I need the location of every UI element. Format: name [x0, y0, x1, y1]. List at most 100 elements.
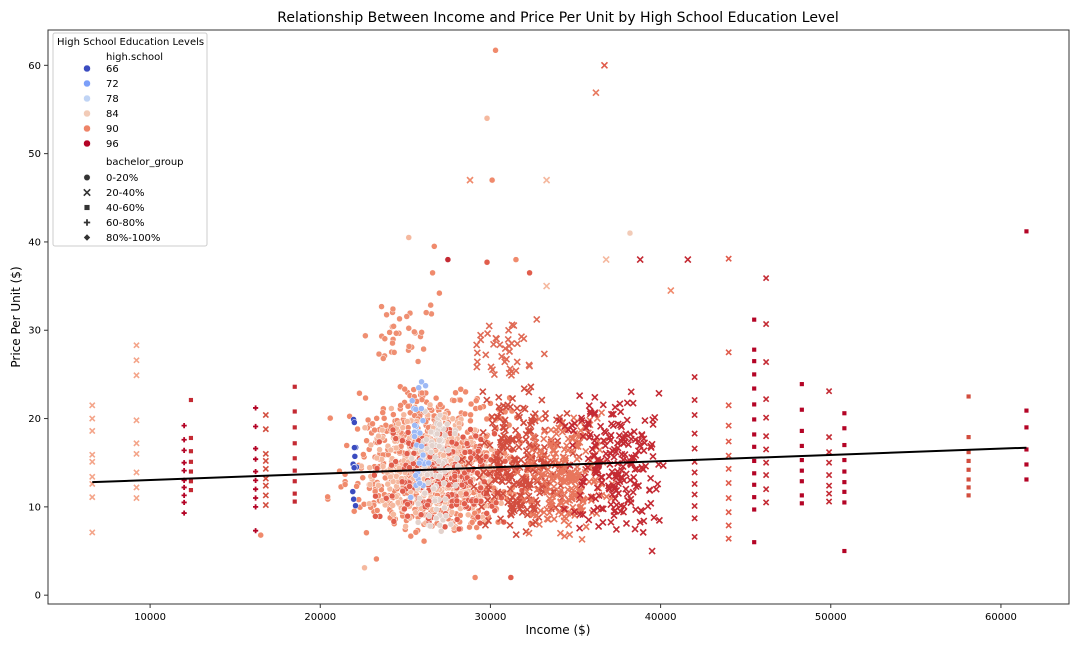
- data-point: [592, 495, 600, 503]
- data-point: [510, 456, 518, 464]
- data-point: [547, 435, 555, 444]
- data-point: [591, 476, 600, 484]
- data-point: [420, 537, 428, 545]
- data-point: [576, 524, 584, 532]
- data-point: [533, 499, 541, 507]
- data-point: [465, 459, 473, 467]
- data-point: [390, 411, 397, 418]
- data-point: [390, 349, 398, 356]
- data-point: [491, 424, 499, 432]
- data-point: [496, 455, 504, 463]
- data-point: [691, 469, 698, 476]
- data-point: [462, 490, 470, 498]
- data-point: [492, 499, 500, 506]
- data-point: [343, 442, 350, 449]
- data-point: [603, 493, 611, 501]
- data-point: [585, 402, 593, 410]
- data-point: [470, 483, 478, 491]
- y-axis-title: Price Per Unit ($): [9, 266, 23, 367]
- data-point: [647, 474, 655, 482]
- data-point: [435, 442, 443, 450]
- data-point: [725, 402, 732, 409]
- data-point: [490, 370, 498, 379]
- data-point: [467, 478, 474, 485]
- data-point: [363, 529, 370, 536]
- data-point: [630, 428, 638, 436]
- data-point: [498, 352, 506, 360]
- data-point: [527, 496, 535, 504]
- data-point: [422, 382, 429, 389]
- data-point: [616, 478, 624, 486]
- data-point: [966, 467, 971, 472]
- data-point: [467, 417, 474, 425]
- legend-marker: [83, 234, 91, 241]
- data-point: [292, 441, 297, 446]
- legend-marker: [83, 64, 91, 73]
- data-point: [555, 417, 563, 425]
- legend-label: 84: [106, 109, 119, 120]
- data-point: [181, 484, 187, 491]
- data-point: [622, 485, 630, 493]
- data-point: [133, 357, 140, 364]
- data-point: [89, 493, 96, 501]
- data-point: [411, 328, 418, 336]
- data-point: [762, 320, 770, 328]
- data-point: [574, 442, 582, 451]
- legend-marker: [83, 94, 91, 103]
- data-point: [253, 486, 259, 492]
- legend-style-title: bachelor_group: [106, 157, 184, 168]
- data-point: [517, 333, 526, 341]
- data-point: [401, 505, 408, 513]
- data-point: [599, 518, 607, 527]
- data-point: [623, 399, 631, 407]
- data-point: [133, 417, 140, 424]
- data-point: [181, 460, 187, 466]
- data-point: [825, 448, 833, 456]
- data-point: [577, 414, 586, 422]
- data-point: [458, 456, 466, 464]
- data-point: [388, 461, 395, 469]
- data-point: [479, 428, 487, 437]
- data-point: [437, 528, 445, 535]
- data-point: [474, 513, 482, 521]
- data-point: [752, 347, 757, 352]
- data-point: [580, 473, 588, 481]
- data-point: [431, 243, 438, 250]
- data-point: [399, 424, 406, 431]
- data-point: [441, 504, 448, 512]
- data-point: [649, 416, 657, 424]
- data-point: [762, 274, 770, 282]
- data-point: [570, 508, 578, 516]
- data-point: [842, 411, 847, 416]
- data-point: [555, 424, 563, 432]
- data-point: [1024, 425, 1029, 430]
- data-point: [403, 313, 411, 320]
- data-point: [292, 456, 297, 461]
- data-point: [587, 493, 595, 501]
- data-point: [424, 501, 431, 509]
- data-point: [461, 410, 469, 418]
- data-point: [414, 358, 422, 365]
- data-point: [181, 423, 187, 429]
- data-point: [393, 330, 400, 337]
- data-point: [562, 498, 570, 506]
- data-point: [636, 256, 644, 264]
- data-point: [414, 519, 422, 526]
- chart-title: Relationship Between Income and Price Pe…: [277, 10, 838, 26]
- data-point: [415, 500, 422, 508]
- data-point: [492, 476, 500, 484]
- data-point: [725, 255, 732, 262]
- data-point: [563, 409, 571, 417]
- data-point: [578, 535, 586, 543]
- data-point: [649, 452, 657, 461]
- data-point: [825, 388, 833, 395]
- data-point: [550, 483, 558, 491]
- data-point: [560, 505, 568, 513]
- data-point: [825, 433, 833, 441]
- data-point: [488, 502, 496, 510]
- data-point: [420, 345, 427, 353]
- data-point: [629, 399, 637, 407]
- data-point: [350, 508, 358, 515]
- data-point: [590, 506, 598, 515]
- data-point: [799, 443, 804, 449]
